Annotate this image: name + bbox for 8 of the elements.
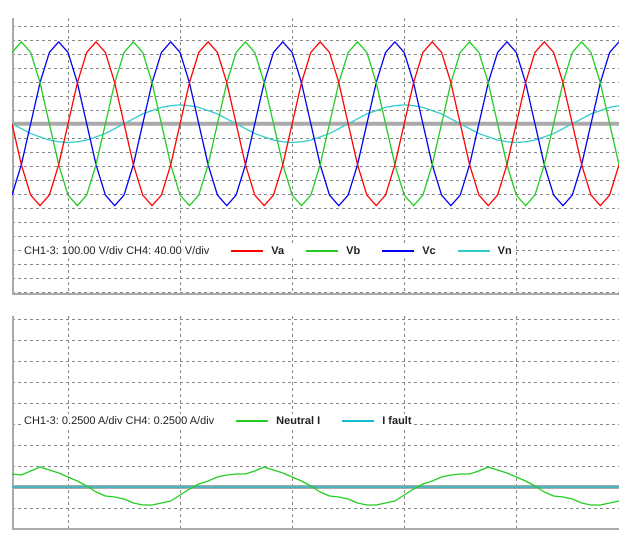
- text: CH1-3: 0.2500 A/div CH4: 0.2500 A/div: [24, 415, 214, 427]
- legend-label: Vb: [346, 245, 360, 257]
- text: CH1-3: 100.00 V/div CH4: 40.00 V/div: [24, 245, 210, 257]
- legend-label: Vc: [422, 245, 436, 257]
- legend-label: Neutral I: [276, 415, 320, 427]
- legend-label: I fault: [382, 415, 412, 427]
- legend-label: Va: [271, 245, 284, 257]
- legend-label: Vn: [498, 245, 512, 257]
